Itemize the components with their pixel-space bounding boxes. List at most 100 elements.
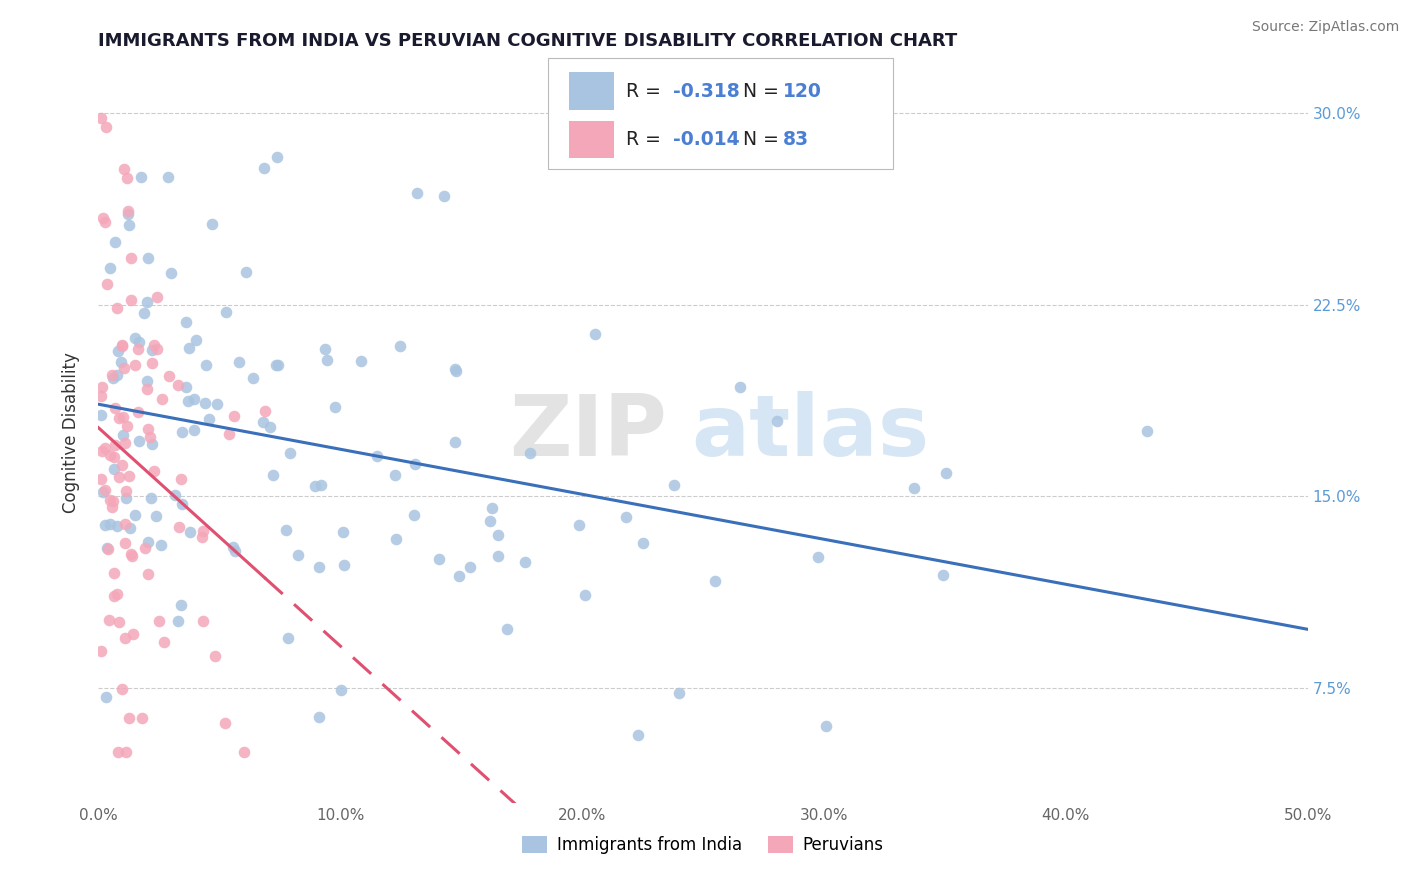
Point [568,518,591,533]
Point [107,343,129,358]
Point [277,632,299,646]
Point [115,171,138,186]
Point [104,438,127,452]
Text: N =: N = [731,82,785,101]
Point [404,457,426,471]
Point [150,538,173,552]
Point [141,343,163,358]
Point [583,326,606,341]
Point [94,483,117,497]
Point [404,508,426,523]
Point [515,555,537,569]
Point [111,339,134,353]
Point [287,548,309,562]
Point [333,558,356,573]
Point [143,338,166,352]
Point [486,549,509,564]
Point [242,370,264,384]
Point [253,161,276,175]
Point [233,745,256,759]
Point [120,293,142,307]
Point [105,587,128,601]
Point [253,404,276,418]
Point [184,333,207,347]
Point [427,551,450,566]
Point [98,261,121,276]
Point [114,536,136,550]
Point [323,400,346,414]
Point [115,483,138,498]
Point [252,415,274,429]
Point [105,519,128,533]
Point [309,478,332,492]
Point [107,411,129,425]
Point [222,541,245,555]
Point [935,466,957,480]
Text: R =: R = [626,82,666,101]
Point [103,462,125,476]
Text: atlas: atlas [690,391,929,475]
Point [197,412,219,426]
Text: R =: R = [626,130,666,149]
Point [433,189,456,203]
Point [444,364,467,378]
Point [194,358,217,372]
Point [138,251,160,265]
Point [96,277,118,291]
Point [132,306,155,320]
Point [94,690,117,704]
Point [146,342,169,356]
Point [122,627,145,641]
Point [177,393,200,408]
Point [98,449,121,463]
Point [124,359,146,373]
Point [664,477,686,491]
Point [136,374,159,388]
Point [101,368,124,382]
Point [153,635,176,649]
Text: -0.318: -0.318 [673,82,740,101]
Point [170,598,193,612]
Point [207,397,229,411]
Point [174,380,197,394]
Point [274,524,297,538]
Text: N =: N = [731,130,785,149]
Point [97,542,120,557]
Point [201,217,224,231]
Point [112,427,135,442]
Point [128,335,150,350]
Point [614,510,637,524]
Point [139,430,162,444]
Point [191,614,214,628]
Point [308,560,330,574]
Point [93,484,115,499]
Point [101,500,124,514]
Point [204,648,226,663]
Point [163,488,186,502]
Point [222,409,245,424]
Point [228,355,250,369]
Point [118,520,141,534]
Point [90,380,112,394]
Point [120,252,142,266]
Point [107,745,129,759]
Point [117,207,139,221]
Point [138,566,160,581]
Point [103,450,125,464]
Point [114,517,136,532]
Point [131,711,153,725]
Point [177,341,200,355]
Point [90,444,112,458]
Point [160,266,183,280]
Point [114,632,136,646]
Point [105,368,128,382]
Point [389,339,412,353]
Point [481,501,503,516]
Point [112,161,135,176]
Point [117,203,139,218]
Point [127,405,149,419]
Point [136,534,159,549]
Point [148,614,170,628]
Point [170,497,193,511]
Point [170,425,193,439]
